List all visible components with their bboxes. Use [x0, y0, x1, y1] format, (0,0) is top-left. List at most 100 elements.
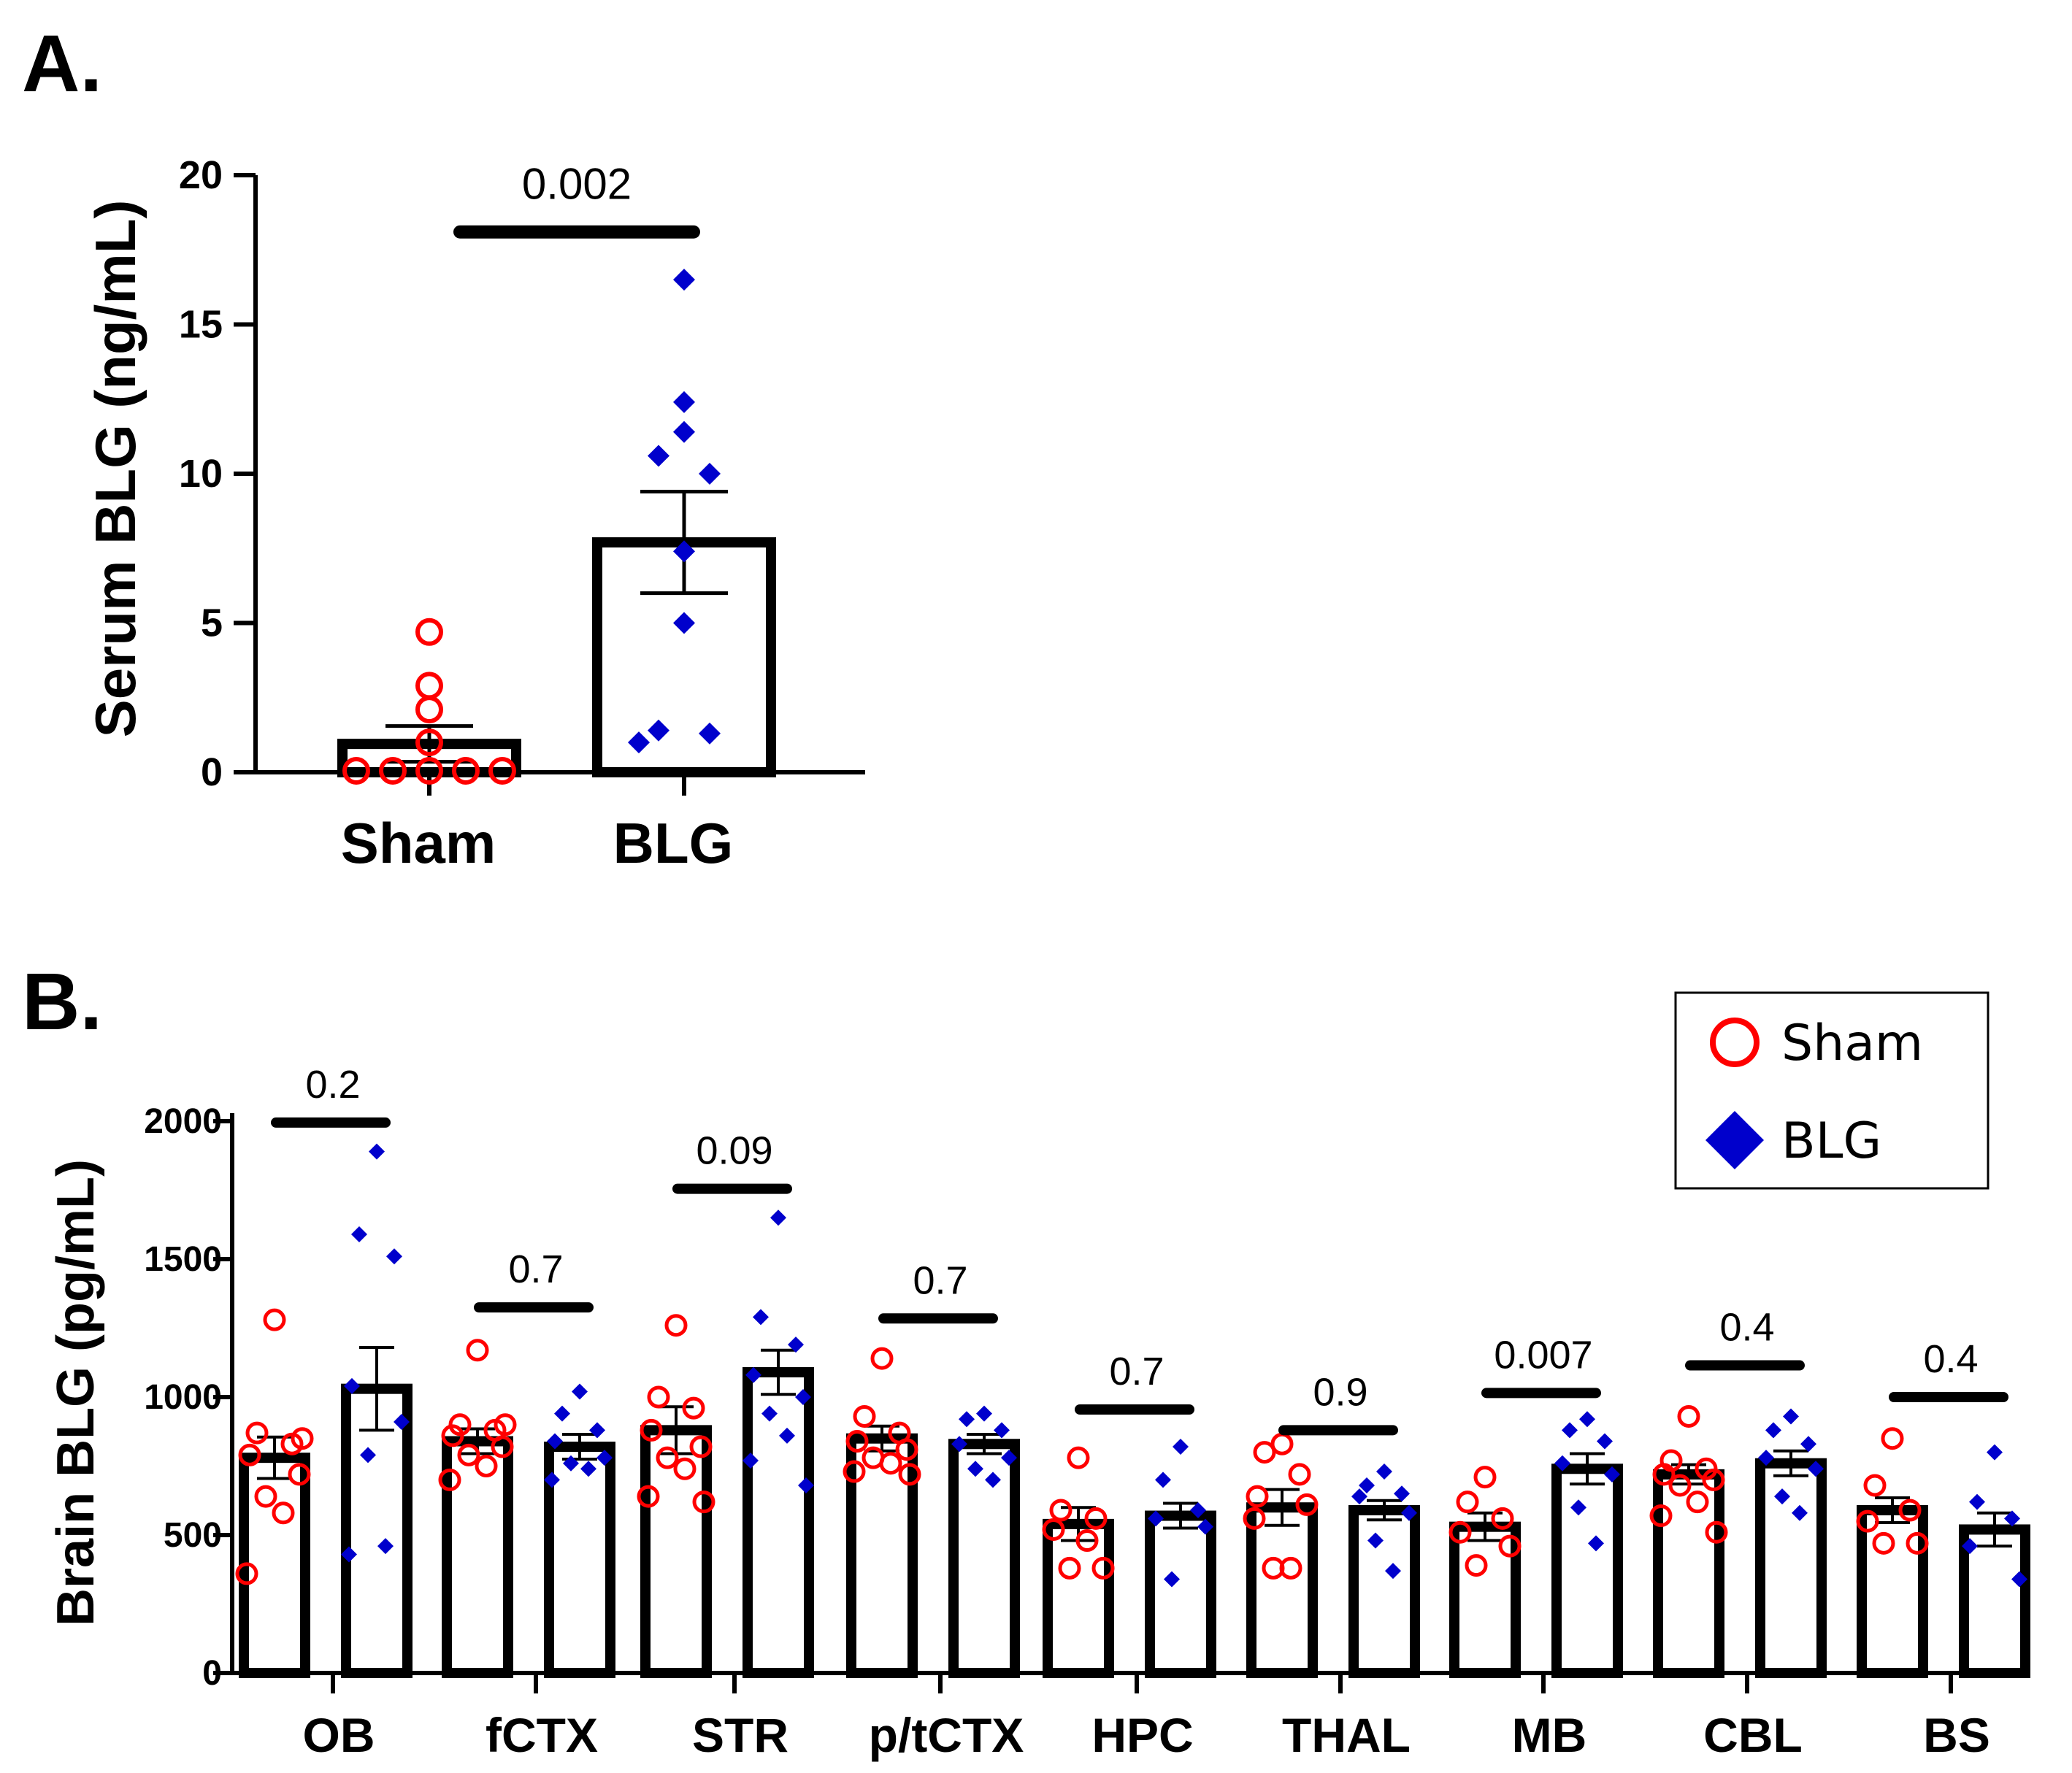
panel-b-p-value: 0.09: [696, 1129, 772, 1173]
panel-b-blg-point: [1765, 1422, 1781, 1439]
panel-b-blg-point: [1173, 1439, 1189, 1455]
panel-b-blg-point: [1190, 1501, 1206, 1518]
panel-b-blg-point: [1579, 1411, 1595, 1428]
panel-b-blg-bar: [1959, 1524, 2030, 1678]
panel-b-blg-point: [959, 1411, 975, 1428]
panel-b-sham-point: [1473, 1466, 1497, 1489]
panel-a-sham-point: [488, 756, 516, 785]
panel-b-y-axis-title: Brain BLG (pg/mL): [47, 1159, 105, 1626]
panel-a-sham-point: [415, 756, 443, 785]
panel-a-category-label: BLG: [613, 811, 734, 875]
panel-b-blg-point: [1385, 1563, 1401, 1580]
panel-a-p-value: 0.002: [522, 160, 632, 209]
panel-b-blg-point: [2011, 1571, 2027, 1588]
panel-b-blg-point: [951, 1436, 967, 1453]
panel-b-blg-point: [976, 1405, 992, 1422]
panel-b-blg-point: [2004, 1510, 2020, 1527]
panel-b-sham-point: [664, 1314, 688, 1337]
panel-b-blg-point: [1376, 1464, 1392, 1480]
panel-b-sham-point: [637, 1485, 660, 1508]
panel-b-blg-bar: [1348, 1504, 1420, 1678]
panel-a-y-tick-label: 0: [201, 750, 223, 794]
panel-b-sham-point: [245, 1421, 269, 1445]
panel-b-category-label: STR: [692, 1708, 788, 1762]
panel-a-y-tick-label: 20: [179, 153, 223, 197]
panel-b-category-label: BS: [1923, 1708, 1990, 1762]
legend-blg-label: BLG: [1781, 1112, 1881, 1170]
panel-b-sham-point: [853, 1404, 876, 1428]
panel-b-sham-point: [272, 1501, 295, 1525]
panel-b-blg-point: [1359, 1477, 1375, 1493]
panel-b-blg-point: [1351, 1488, 1367, 1505]
panel-b-blg-point: [394, 1414, 410, 1431]
panel-b-p-value: 0.7: [508, 1247, 563, 1291]
panel-a-blg-point: [673, 269, 695, 291]
panel-b-blg-point: [788, 1337, 804, 1353]
panel-b-blg-point: [753, 1309, 769, 1326]
panel-b-sham-point: [438, 1468, 461, 1491]
panel-b-blg-point: [351, 1226, 367, 1242]
panel-b-y-tick-label: 0: [202, 1654, 222, 1693]
panel-b-sham-point: [656, 1446, 679, 1469]
panel-b-sham-point: [647, 1385, 670, 1409]
panel-b-p-value: 0.4: [1719, 1306, 1774, 1350]
panel-b-sham-point: [1075, 1529, 1099, 1553]
panel-b-sham-point: [291, 1427, 314, 1450]
panel-b-sham-point: [1881, 1427, 1904, 1450]
panel-b-blg-point: [341, 1546, 357, 1563]
panel-b-blg-point: [1962, 1538, 1978, 1555]
panel-a-y-tick-label: 5: [201, 601, 223, 645]
panel-b-blg-point: [1394, 1485, 1410, 1502]
panel-b-blg-point: [596, 1450, 613, 1466]
panel-a-sham-point: [342, 756, 370, 785]
panel-b-sham-bar: [1449, 1521, 1521, 1678]
panel-b-sham-point: [1456, 1491, 1479, 1514]
panel-b-category-label: CBL: [1703, 1708, 1803, 1762]
panel-b-sham-bar: [846, 1433, 918, 1678]
panel-b-blg-point: [1164, 1571, 1180, 1588]
panel-b-sham-point: [845, 1429, 869, 1453]
panel-a-sham-point: [415, 672, 443, 700]
panel-b-sham-point: [898, 1463, 921, 1486]
panel-b-blg-point: [1604, 1466, 1620, 1482]
panel-b-blg-point: [1774, 1488, 1790, 1505]
panel-b-blg-point: [1969, 1493, 1985, 1510]
panel-b-sham-point: [1856, 1509, 1879, 1533]
panel-a-category-label: Sham: [341, 811, 496, 875]
panel-a-y-tick-label: 15: [179, 303, 223, 347]
panel-a-blg-point: [673, 391, 695, 413]
panel-b-blg-point: [1792, 1504, 1808, 1521]
panel-b-sham-point: [689, 1435, 713, 1458]
panel-b-sham-point: [235, 1562, 258, 1585]
panel-b-blg-point: [554, 1405, 570, 1422]
panel-b-blg-bar: [743, 1366, 814, 1678]
panel-b-category-label: MB: [1512, 1708, 1587, 1762]
panel-b-y-tick-label: 1000: [144, 1378, 222, 1417]
panel-b-p-value: 0.2: [305, 1063, 360, 1107]
panel-b-sham-point: [843, 1460, 866, 1483]
panel-b-sham-point: [1702, 1468, 1725, 1491]
legend-sham-label: Sham: [1781, 1015, 1923, 1072]
panel-b-blg-point: [1783, 1408, 1799, 1425]
panel-b-sham-point: [475, 1455, 498, 1477]
panel-a-blg-point: [648, 445, 669, 467]
panel-b-blg-point: [360, 1447, 376, 1464]
panel-b-sham-point: [1279, 1556, 1302, 1580]
panel-a-sham-point: [415, 696, 443, 724]
panel-b-sham-point: [1498, 1534, 1522, 1558]
panel-a-blg-point: [628, 731, 650, 754]
panel-b-sham-point: [1253, 1441, 1276, 1464]
panel-b-sham-point: [1243, 1507, 1266, 1530]
panel-b-blg-point: [779, 1427, 795, 1444]
panel-b-sham-point: [1677, 1404, 1700, 1428]
panel-b-blg-point: [1808, 1461, 1824, 1477]
panel-b-blg-point: [1597, 1433, 1613, 1450]
panel-b-blg-point: [547, 1433, 563, 1450]
panel-b-blg-point: [1155, 1472, 1171, 1488]
panel-b-blg-point: [1148, 1510, 1164, 1527]
panel-b-blg-point: [745, 1366, 761, 1383]
panel-b-blg-bar: [1755, 1458, 1827, 1678]
panel-b-sham-point: [457, 1443, 480, 1466]
panel-b-sham-point: [1067, 1446, 1090, 1469]
